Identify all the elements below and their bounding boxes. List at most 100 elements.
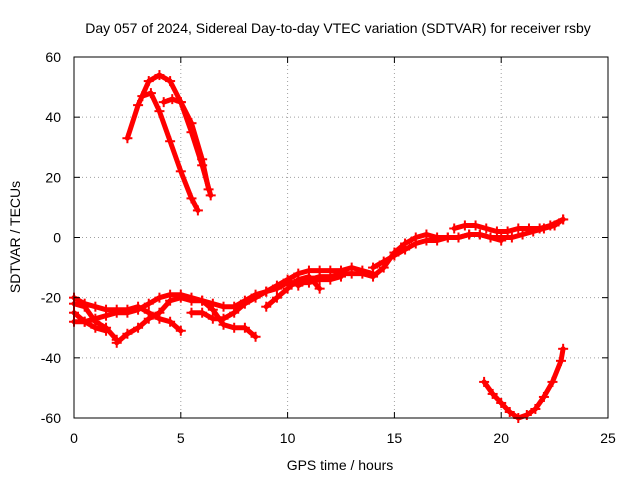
data-point: [165, 76, 176, 87]
data-point: [101, 325, 112, 336]
data-point: [192, 205, 203, 216]
data-point: [261, 286, 272, 297]
data-point: [218, 313, 229, 324]
x-tick-label: 10: [280, 430, 296, 446]
data-point: [378, 256, 389, 267]
data-point: [506, 232, 517, 243]
series-arc-14: [479, 343, 569, 423]
data-point: [207, 304, 218, 315]
data-point: [459, 220, 470, 231]
data-point: [250, 292, 261, 303]
grid-layer: [74, 57, 608, 418]
data-point: [346, 268, 357, 279]
data-point: [90, 322, 101, 333]
y-tick-label: -40: [41, 350, 61, 366]
data-point: [282, 283, 293, 294]
series-arc-13: [449, 214, 569, 237]
data-point: [400, 244, 411, 255]
y-tick-label: 20: [45, 169, 61, 185]
y-tick-label: -60: [41, 410, 61, 426]
data-point: [545, 220, 556, 231]
data-point: [137, 91, 148, 102]
data-point: [154, 70, 165, 81]
data-point: [145, 88, 156, 99]
y-axis-label: SDTVAR / TECUs: [7, 181, 23, 293]
data-point: [442, 232, 453, 243]
data-point: [293, 280, 304, 291]
data-point: [175, 325, 186, 336]
x-tick-label: 20: [493, 430, 509, 446]
data-point: [143, 313, 154, 324]
series-layer: [69, 70, 569, 423]
data-point: [175, 97, 186, 108]
x-tick-label: 15: [387, 430, 403, 446]
x-tick-label: 25: [600, 430, 616, 446]
data-point: [470, 220, 481, 231]
data-point: [165, 136, 176, 147]
data-point: [229, 322, 240, 333]
data-point: [186, 307, 197, 318]
data-point: [122, 328, 133, 339]
data-point: [167, 94, 178, 105]
tick-layer: 0 5 10 15 20 25 -60 -40 -20 0 20 40 60: [41, 49, 616, 446]
series-line: [481, 346, 566, 421]
data-point: [229, 307, 240, 318]
x-tick-label: 5: [177, 430, 185, 446]
data-point: [122, 304, 133, 315]
y-tick-label: 40: [45, 109, 61, 125]
y-tick-label: -20: [41, 290, 61, 306]
data-point: [122, 133, 133, 144]
chart-title: Day 057 of 2024, Sidereal Day-to-day VTE…: [85, 20, 591, 36]
data-point: [154, 307, 165, 318]
data-point: [479, 376, 490, 387]
data-point: [513, 223, 524, 234]
data-point: [368, 271, 379, 282]
data-point: [143, 298, 154, 309]
data-point: [449, 223, 460, 234]
data-point: [154, 106, 165, 117]
data-point: [491, 226, 502, 237]
data-point: [165, 295, 176, 306]
data-point: [303, 274, 314, 285]
series-arc-12: [368, 229, 507, 273]
data-point: [517, 229, 528, 240]
data-point: [133, 100, 144, 111]
data-point: [314, 271, 325, 282]
data-point: [207, 313, 218, 324]
data-point: [556, 355, 567, 366]
data-point: [175, 292, 186, 303]
y-tick-label: 60: [45, 49, 61, 65]
data-point: [186, 295, 197, 306]
data-point: [453, 232, 464, 243]
data-point: [261, 301, 272, 312]
data-point: [432, 235, 443, 246]
data-point: [154, 292, 165, 303]
data-point: [186, 193, 197, 204]
data-point: [239, 322, 250, 333]
data-point: [474, 229, 485, 240]
data-point: [90, 301, 101, 312]
data-point: [205, 190, 216, 201]
series-arc-8: [111, 292, 261, 348]
data-point: [368, 262, 379, 273]
data-point: [271, 292, 282, 303]
series-arc-3: [158, 94, 214, 195]
data-point: [79, 301, 90, 312]
data-point: [101, 304, 112, 315]
data-point: [523, 223, 534, 234]
data-point: [336, 268, 346, 279]
data-point: [547, 376, 558, 387]
series-arc-5: [69, 292, 186, 336]
data-point: [325, 271, 336, 282]
data-point: [175, 166, 186, 177]
data-point: [421, 235, 432, 246]
data-point: [502, 226, 513, 237]
data-point: [357, 268, 368, 279]
data-point: [485, 232, 496, 243]
x-tick-label: 0: [70, 430, 78, 446]
data-point: [496, 397, 507, 408]
data-point: [111, 337, 122, 348]
data-point: [239, 298, 250, 309]
data-point: [464, 229, 475, 240]
